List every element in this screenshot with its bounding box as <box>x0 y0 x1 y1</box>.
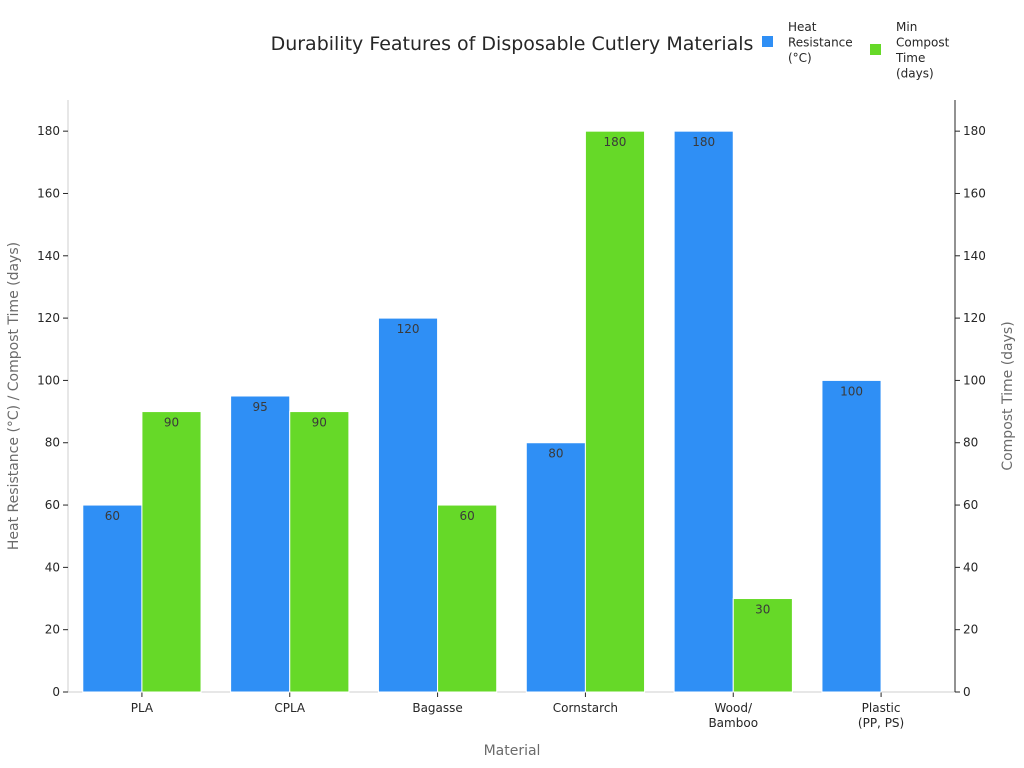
bar-label-s0-c3: 80 <box>548 447 563 461</box>
x-tick-label-line-1-0: CPLA <box>274 701 306 715</box>
bar-label-s1-c0: 90 <box>164 416 179 430</box>
bar-s0-c4 <box>673 130 734 693</box>
y-tick-label-6: 120 <box>37 311 60 325</box>
bar-s1-c0 <box>141 411 202 693</box>
y-axis-label: Heat Resistance (°C) / Compost Time (day… <box>6 242 22 550</box>
x-tick-label-line-0-0: PLA <box>131 701 154 715</box>
bar-labels: 60 90 95 90 120 60 80 180 180 30 100 <box>105 135 863 616</box>
bar-label-s1-c4: 30 <box>755 603 770 617</box>
y-tick-label-9: 180 <box>37 124 60 138</box>
legend-label-line-1-0: Min <box>896 20 917 34</box>
bar-s1-c3 <box>584 130 646 693</box>
bar-s0-c3 <box>525 442 586 693</box>
chart-title: Durability Features of Disposable Cutler… <box>271 33 754 55</box>
bar-s0-c5 <box>821 379 882 693</box>
x-tick-label-line-5-0: Plastic <box>862 701 901 715</box>
y-tick-label-0: 0 <box>52 685 60 699</box>
legend-label-line-1-2: Time <box>895 51 925 65</box>
x-tick-label-line-5-1: (PP, PS) <box>858 716 904 730</box>
bar-label-s0-c0: 60 <box>105 509 120 523</box>
bar-label-s1-c1: 90 <box>312 416 327 430</box>
bar-label-s0-c4: 180 <box>692 135 715 149</box>
legend-label-line-0-1: Resistance <box>788 36 853 50</box>
y2-tick-label-5: 100 <box>963 373 986 387</box>
y2-tick-label-6: 120 <box>963 311 986 325</box>
y2-tick-label-2: 40 <box>963 560 978 574</box>
bar-s1-c4 <box>732 598 793 693</box>
bars <box>82 130 882 693</box>
bar-s0-c0 <box>82 504 143 693</box>
y-tick-label-5: 100 <box>37 373 60 387</box>
legend-label-line-1-3: (days) <box>896 67 934 81</box>
y2-axis-label: Compost Time (days) <box>1000 321 1016 470</box>
y-tick-label-3: 60 <box>45 498 60 512</box>
x-axis-label: Material <box>484 743 541 759</box>
x-tick-label-line-4-1: Bamboo <box>708 716 758 730</box>
bar-s1-c2 <box>437 504 498 693</box>
bar-label-s1-c2: 60 <box>460 509 475 523</box>
bar-label-s1-c3: 180 <box>604 135 627 149</box>
legend-label-line-0-2: (°C) <box>788 51 812 65</box>
x-tick-label-2: Bagasse <box>412 701 462 715</box>
y-tick-label-7: 140 <box>37 249 60 263</box>
bar-label-s0-c2: 120 <box>397 322 420 336</box>
y-tick-label-1: 20 <box>45 623 60 637</box>
legend-label-0: Heat Resistance (°C) <box>788 20 853 65</box>
y2-tick-label-7: 140 <box>963 249 986 263</box>
bar-label-s0-c5: 100 <box>840 384 863 398</box>
legend-label-line-1-1: Compost <box>896 36 950 50</box>
x-tick-label-line-4-0: Wood/ <box>714 701 752 715</box>
y-tick-label-2: 40 <box>45 560 60 574</box>
bar-s1-c1 <box>289 411 350 693</box>
legend: Heat Resistance (°C) Min Compost Time (days) <box>762 20 950 81</box>
y2-tick-label-4: 80 <box>963 436 978 450</box>
x-tick-label-0: PLA <box>131 701 154 715</box>
y2-tick-label-3: 60 <box>963 498 978 512</box>
y2-tick-label-1: 20 <box>963 623 978 637</box>
bar-s0-c2 <box>377 317 439 693</box>
x-tick-label-5: Plastic (PP, PS) <box>858 701 904 730</box>
y-tick-label-8: 160 <box>37 186 60 200</box>
x-tick-label-4: Wood/Bamboo <box>708 701 758 730</box>
legend-swatch-0 <box>762 36 773 47</box>
axes: 0 0 20 20 40 40 60 60 80 80 100 100 120 120 140 140 160 1… <box>37 100 986 730</box>
x-tick-label-3: Cornstarch <box>553 701 618 715</box>
legend-label-1: Min Compost Time (days) <box>895 20 950 81</box>
x-tick-label-line-2-0: Bagasse <box>412 701 462 715</box>
bar-s0-c1 <box>230 395 291 693</box>
bar-label-s0-c1: 95 <box>253 400 268 414</box>
y2-tick-label-8: 160 <box>963 186 986 200</box>
y2-tick-label-0: 0 <box>963 685 971 699</box>
x-tick-label-line-3-0: Cornstarch <box>553 701 618 715</box>
legend-swatch-1 <box>870 44 881 55</box>
x-tick-label-1: CPLA <box>274 701 306 715</box>
y-tick-label-4: 80 <box>45 436 60 450</box>
legend-label-line-0-0: Heat <box>788 20 817 34</box>
y2-tick-label-9: 180 <box>963 124 986 138</box>
